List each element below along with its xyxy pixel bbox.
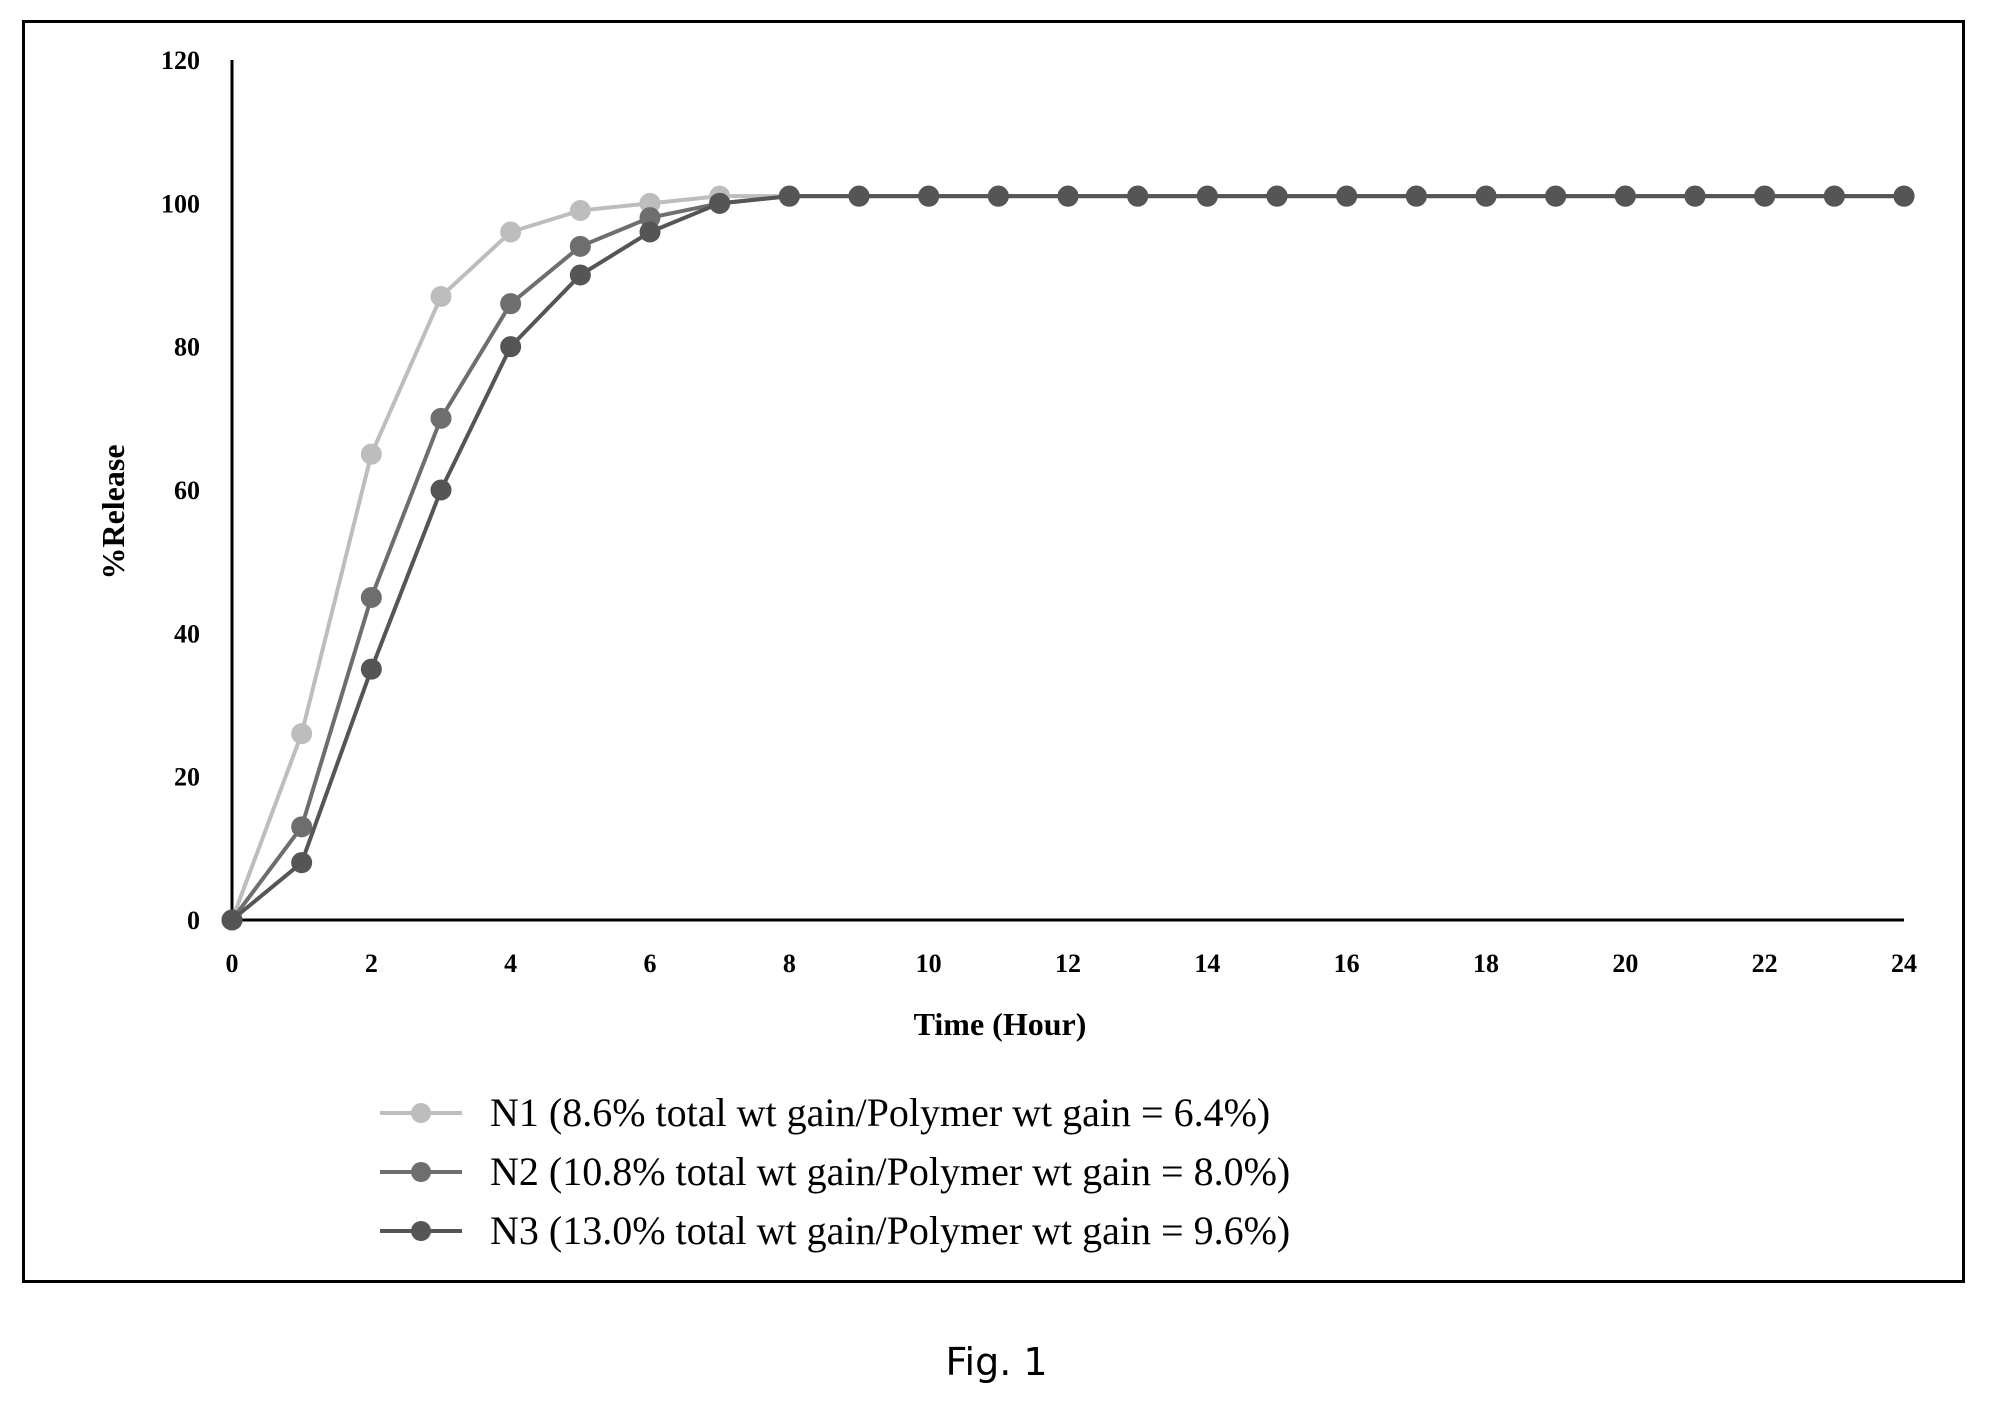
series-3: [221, 185, 1915, 931]
legend-swatch-marker: [411, 1162, 431, 1182]
data-point: [1684, 185, 1706, 207]
x-tick-label: 24: [1891, 949, 1917, 978]
series-line: [230, 194, 1904, 922]
legend-label: N2 (10.8% total wt gain/Polymer wt gain …: [490, 1149, 1290, 1194]
y-tick-label: 60: [174, 476, 200, 505]
data-point: [987, 185, 1009, 207]
data-point: [1893, 185, 1915, 207]
legend-item-1: N1 (8.6% total wt gain/Polymer wt gain =…: [380, 1090, 1270, 1135]
data-point: [1405, 185, 1427, 207]
x-tick-label: 2: [365, 949, 378, 978]
data-point: [360, 443, 382, 465]
x-tick-label: 12: [1055, 949, 1081, 978]
chart-frame: [22, 20, 1965, 1283]
x-tick-label: 16: [1334, 949, 1360, 978]
x-axis-title: Time (Hour): [914, 1006, 1087, 1042]
y-tick-label: 100: [161, 189, 200, 218]
y-tick-label: 120: [161, 46, 200, 75]
data-point: [291, 852, 313, 874]
legend: N1 (8.6% total wt gain/Polymer wt gain =…: [380, 1090, 1290, 1253]
data-point: [500, 336, 522, 358]
x-tick-label: 14: [1194, 949, 1220, 978]
series-line: [230, 194, 1904, 922]
legend-swatch-marker: [411, 1103, 431, 1123]
x-tick-label: 18: [1473, 949, 1499, 978]
data-point: [1127, 185, 1149, 207]
y-tick-label: 20: [174, 763, 200, 792]
data-point: [360, 658, 382, 680]
x-tick-label: 0: [226, 949, 239, 978]
data-point: [1336, 185, 1358, 207]
x-tick-label: 8: [783, 949, 796, 978]
legend-swatch-marker: [411, 1221, 431, 1241]
x-tick-label: 20: [1612, 949, 1638, 978]
y-tick-label: 0: [187, 906, 200, 935]
data-point: [430, 407, 452, 429]
data-point: [430, 479, 452, 501]
data-point: [1545, 185, 1567, 207]
data-point: [1823, 185, 1845, 207]
data-point: [1614, 185, 1636, 207]
data-point: [1196, 185, 1218, 207]
data-point: [639, 221, 661, 243]
data-point: [1754, 185, 1776, 207]
series-layer: [221, 185, 1915, 931]
y-axis-title: %Release: [95, 444, 131, 579]
data-point: [848, 185, 870, 207]
series-2: [221, 185, 1915, 931]
legend-label: N1 (8.6% total wt gain/Polymer wt gain =…: [490, 1090, 1270, 1135]
data-point: [1266, 185, 1288, 207]
data-point: [918, 185, 940, 207]
x-tick-label: 22: [1752, 949, 1778, 978]
data-point: [1475, 185, 1497, 207]
legend-item-2: N2 (10.8% total wt gain/Polymer wt gain …: [380, 1149, 1290, 1194]
data-point: [291, 723, 313, 745]
data-point: [569, 200, 591, 221]
data-point: [569, 264, 591, 286]
x-tick-label: 10: [916, 949, 942, 978]
data-point: [1057, 185, 1079, 207]
data-point: [221, 909, 243, 931]
data-point: [778, 185, 800, 207]
x-tick-label: 4: [504, 949, 517, 978]
y-tick-label: 80: [174, 333, 200, 362]
data-point: [709, 192, 731, 214]
data-point: [569, 235, 591, 257]
data-point: [430, 286, 452, 307]
legend-item-3: N3 (13.0% total wt gain/Polymer wt gain …: [380, 1208, 1290, 1253]
figure-caption: Fig. 1: [945, 1340, 1048, 1384]
x-tick-label: 6: [644, 949, 657, 978]
series-line: [230, 194, 1904, 921]
data-point: [500, 293, 522, 315]
y-tick-label: 40: [174, 619, 200, 648]
data-point: [360, 587, 382, 608]
series-1: [221, 185, 1915, 931]
data-point: [500, 221, 522, 243]
legend-label: N3 (13.0% total wt gain/Polymer wt gain …: [490, 1208, 1290, 1253]
data-point: [291, 816, 313, 838]
